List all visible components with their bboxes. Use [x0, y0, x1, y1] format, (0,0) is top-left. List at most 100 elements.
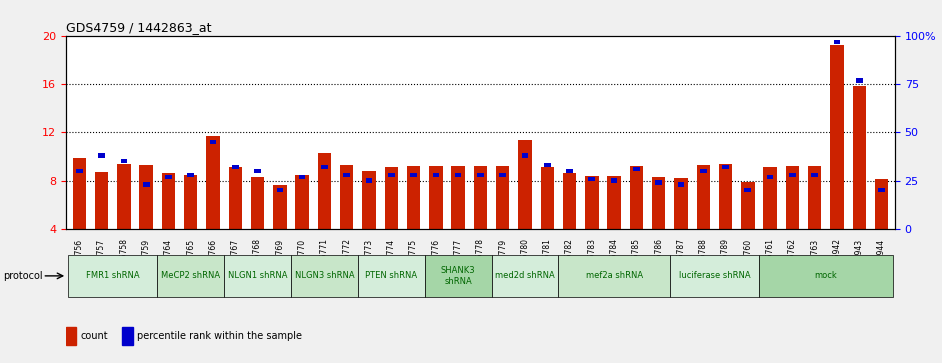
Bar [700, 169, 706, 173]
Bar [73, 158, 86, 229]
Text: protocol: protocol [4, 271, 43, 281]
Bar [744, 188, 751, 192]
Bar [477, 173, 484, 177]
Bar [76, 169, 83, 173]
Bar [589, 176, 595, 181]
Bar [296, 175, 309, 229]
Bar [496, 166, 510, 229]
Bar [273, 185, 286, 229]
Bar [232, 165, 238, 169]
Bar [143, 182, 150, 187]
Bar [652, 177, 665, 229]
Bar [277, 188, 284, 192]
Bar [633, 167, 640, 171]
FancyBboxPatch shape [559, 255, 670, 297]
Bar [229, 167, 242, 229]
Bar [563, 174, 577, 229]
Bar [674, 178, 688, 229]
Text: GDS4759 / 1442863_at: GDS4759 / 1442863_at [66, 21, 211, 34]
Text: NLGN3 shRNA: NLGN3 shRNA [295, 272, 354, 280]
FancyBboxPatch shape [68, 255, 157, 297]
FancyBboxPatch shape [224, 255, 291, 297]
FancyBboxPatch shape [157, 255, 224, 297]
Bar [830, 45, 844, 229]
Bar [165, 175, 171, 179]
Bar [656, 180, 662, 185]
Bar [344, 173, 350, 177]
Text: percentile rank within the sample: percentile rank within the sample [137, 331, 301, 341]
Text: mock: mock [815, 272, 837, 280]
Bar [544, 163, 551, 167]
Bar [629, 166, 643, 229]
Text: FMR1 shRNA: FMR1 shRNA [86, 272, 139, 280]
Bar [789, 173, 796, 177]
Bar [187, 173, 194, 177]
Bar [210, 140, 217, 144]
Bar [808, 166, 821, 229]
FancyBboxPatch shape [670, 255, 759, 297]
Text: NLGN1 shRNA: NLGN1 shRNA [228, 272, 287, 280]
Bar [763, 167, 777, 229]
FancyBboxPatch shape [492, 255, 559, 297]
Bar [696, 165, 710, 229]
Bar [117, 164, 131, 229]
Bar [455, 173, 462, 177]
Bar [541, 167, 554, 229]
Bar [66, 327, 76, 345]
Bar [121, 159, 127, 163]
Bar [767, 175, 773, 179]
Text: med2d shRNA: med2d shRNA [495, 272, 555, 280]
Bar [719, 164, 732, 229]
Bar [365, 179, 372, 183]
Text: MeCP2 shRNA: MeCP2 shRNA [161, 272, 220, 280]
Bar [878, 188, 885, 192]
Bar [786, 166, 799, 229]
Bar [388, 173, 395, 177]
FancyBboxPatch shape [358, 255, 425, 297]
Bar [251, 177, 265, 229]
FancyBboxPatch shape [291, 255, 358, 297]
FancyBboxPatch shape [425, 255, 492, 297]
Bar [206, 136, 219, 229]
Bar [299, 175, 305, 179]
Bar [139, 165, 153, 229]
Text: count: count [80, 331, 107, 341]
Bar [410, 173, 417, 177]
Bar [853, 86, 866, 229]
Text: mef2a shRNA: mef2a shRNA [586, 272, 642, 280]
Bar [122, 327, 133, 345]
Bar [184, 175, 198, 229]
Bar [254, 169, 261, 173]
Text: SHANK3
shRNA: SHANK3 shRNA [441, 266, 476, 286]
Bar [407, 166, 420, 229]
Bar [317, 153, 332, 229]
Bar [566, 169, 573, 173]
Bar [432, 173, 439, 177]
Bar [811, 173, 818, 177]
Bar [451, 166, 464, 229]
Bar [677, 182, 684, 187]
Bar [95, 172, 108, 229]
Bar [474, 166, 487, 229]
Bar [585, 176, 598, 229]
FancyBboxPatch shape [759, 255, 893, 297]
Bar [608, 176, 621, 229]
Bar [98, 154, 105, 158]
Bar [834, 40, 840, 44]
Bar [384, 167, 398, 229]
Text: luciferase shRNA: luciferase shRNA [678, 272, 750, 280]
Bar [723, 165, 729, 169]
Text: PTEN shRNA: PTEN shRNA [365, 272, 417, 280]
Bar [363, 171, 376, 229]
Bar [321, 165, 328, 169]
Bar [340, 165, 353, 229]
Bar [499, 173, 506, 177]
Bar [430, 166, 443, 229]
Bar [856, 78, 863, 83]
Bar [610, 179, 617, 183]
Bar [741, 182, 755, 229]
Bar [875, 179, 888, 229]
Bar [522, 154, 528, 158]
Bar [162, 174, 175, 229]
Bar [518, 140, 531, 229]
